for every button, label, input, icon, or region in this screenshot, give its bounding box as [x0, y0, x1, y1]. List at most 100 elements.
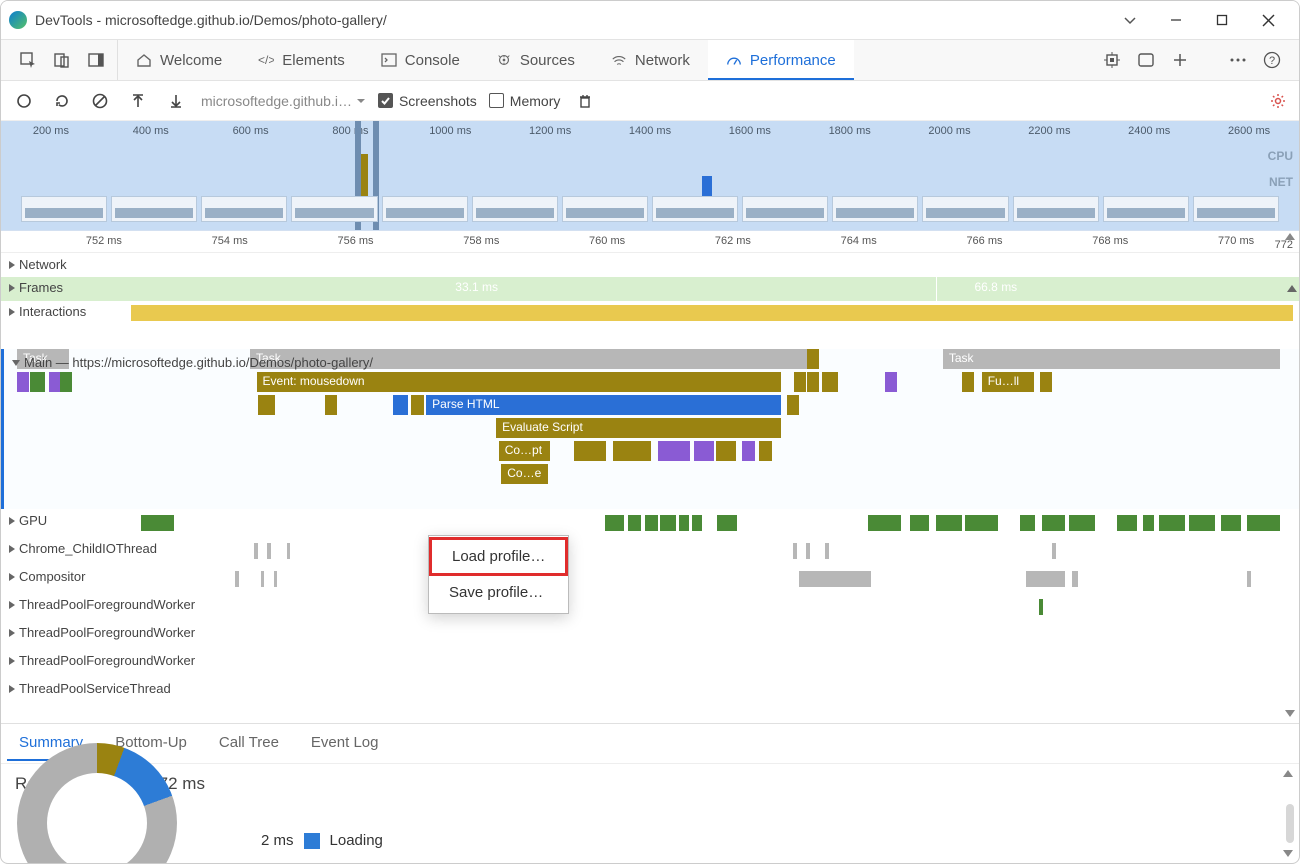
tab-elements[interactable]: </>Elements	[240, 40, 363, 80]
context-menu-item[interactable]: Save profile…	[429, 576, 568, 609]
scroll-up-icon[interactable]	[1283, 770, 1293, 777]
flame-bar[interactable]: Parse HTML	[426, 395, 781, 415]
dock-side-icon[interactable]	[81, 45, 111, 75]
bottom-tab-call-tree[interactable]: Call Tree	[207, 726, 291, 761]
flame-bar[interactable]	[759, 441, 772, 461]
scroll-up-icon[interactable]	[1285, 233, 1295, 240]
cpu-icon[interactable]	[1097, 45, 1127, 75]
tpst-track[interactable]: ThreadPoolServiceThread	[1, 677, 1299, 705]
legend-swatch	[304, 833, 320, 849]
network-track-label: Network	[19, 257, 67, 272]
flame-bar[interactable]	[393, 395, 409, 415]
tab-welcome[interactable]: Welcome	[118, 40, 240, 80]
scroll-icon[interactable]	[1287, 285, 1297, 292]
overview-thumbnail	[652, 196, 738, 222]
network-track[interactable]: Network	[1, 253, 1299, 277]
close-button[interactable]	[1245, 4, 1291, 36]
caret-icon	[9, 545, 15, 553]
ruler-tick: 768 ms	[1047, 231, 1173, 252]
interactions-track[interactable]: Interactions	[1, 301, 1299, 325]
ruler-tick: 758 ms	[418, 231, 544, 252]
clear-button[interactable]	[87, 88, 113, 114]
gpu-track[interactable]: GPU	[1, 509, 1299, 537]
overview-timeline[interactable]: 200 ms400 ms600 ms800 ms1000 ms1200 ms14…	[1, 121, 1299, 231]
screenshots-checkbox[interactable]: Screenshots	[378, 93, 477, 109]
caret-icon	[9, 685, 15, 693]
flame-bar[interactable]	[807, 349, 819, 369]
flame-bar	[660, 515, 676, 531]
recording-select[interactable]: microsoftedge.github.i…	[201, 93, 366, 109]
main-track[interactable]: Main — https://microsoftedge.github.io/D…	[1, 349, 1299, 509]
overview-tick: 200 ms	[1, 125, 101, 141]
tab-console[interactable]: Console	[363, 40, 478, 80]
flame-bar	[1221, 515, 1240, 531]
context-menu-item[interactable]: Load profile…	[429, 537, 568, 576]
flame-bar	[645, 515, 658, 531]
overview-tick: 2400 ms	[1099, 125, 1199, 141]
flame-bar[interactable]: Co…pt	[499, 441, 551, 461]
minimize-button[interactable]	[1153, 4, 1199, 36]
flame-bar[interactable]	[742, 441, 755, 461]
tab-network[interactable]: Network	[593, 40, 708, 80]
flame-bar[interactable]	[1040, 372, 1052, 392]
caret-icon	[9, 517, 15, 525]
tab-sources[interactable]: Sources	[478, 40, 593, 80]
flame-bar[interactable]	[258, 395, 275, 415]
tpfw-track-1[interactable]: ThreadPoolForegroundWorker	[1, 593, 1299, 621]
tab-performance[interactable]: Performance	[708, 40, 854, 80]
memory-checkbox[interactable]: Memory	[489, 93, 561, 109]
tpfw-track-2[interactable]: ThreadPoolForegroundWorker	[1, 621, 1299, 649]
panel-icon[interactable]	[1131, 45, 1161, 75]
flame-bar[interactable]: Fu…ll	[982, 372, 1034, 392]
flame-bar[interactable]	[574, 441, 606, 461]
frames-track[interactable]: Frames 33.1 ms66.8 ms	[1, 277, 1299, 301]
flame-bar[interactable]: Co…e	[501, 464, 548, 484]
overview-tick: 800 ms	[301, 125, 401, 141]
flame-bar[interactable]: Event: mousedown	[257, 372, 781, 392]
flame-bar[interactable]	[787, 395, 799, 415]
compositor-track[interactable]: Compositor	[1, 565, 1299, 593]
upload-button[interactable]	[125, 88, 151, 114]
help-icon[interactable]: ?	[1257, 45, 1287, 75]
flame-bar[interactable]	[60, 372, 72, 392]
flame-bar[interactable]	[694, 441, 713, 461]
scroll-down-icon[interactable]	[1285, 710, 1295, 717]
flame-bar[interactable]	[794, 372, 806, 392]
tpfw-track-3[interactable]: ThreadPoolForegroundWorker	[1, 649, 1299, 677]
chrome-io-track[interactable]: Chrome_ChildIOThread	[1, 537, 1299, 565]
inspect-element-icon[interactable]	[13, 45, 43, 75]
flame-bar[interactable]	[411, 395, 424, 415]
scrollbar[interactable]	[1286, 804, 1294, 843]
flame-bar[interactable]	[822, 372, 838, 392]
flame-bar[interactable]	[325, 395, 337, 415]
record-button[interactable]	[11, 88, 37, 114]
device-toggle-icon[interactable]	[47, 45, 77, 75]
tab-label: Sources	[520, 52, 575, 69]
trash-button[interactable]	[572, 88, 598, 114]
flame-bar[interactable]	[716, 441, 735, 461]
caret-icon	[9, 261, 15, 269]
dropdown-icon[interactable]	[1107, 4, 1153, 36]
download-button[interactable]	[163, 88, 189, 114]
flame-bar[interactable]	[807, 372, 819, 392]
flame-bar[interactable]	[17, 372, 29, 392]
reload-record-button[interactable]	[49, 88, 75, 114]
flame-bar[interactable]	[885, 372, 897, 392]
scroll-down-icon[interactable]	[1283, 850, 1293, 857]
more-icon[interactable]	[1223, 45, 1253, 75]
flame-bar[interactable]: Task	[943, 349, 1280, 369]
flame-bar[interactable]	[30, 372, 46, 392]
ruler-tick: 754 ms	[167, 231, 293, 252]
add-tab-icon[interactable]	[1165, 45, 1195, 75]
flame-bar[interactable]	[613, 441, 652, 461]
chrome-io-label: Chrome_ChildIOThread	[19, 541, 157, 556]
gpu-track-label: GPU	[19, 513, 47, 528]
maximize-button[interactable]	[1199, 4, 1245, 36]
overview-tick: 1600 ms	[700, 125, 800, 141]
overview-thumbnail	[742, 196, 828, 222]
flame-bar[interactable]	[658, 441, 690, 461]
flame-bar[interactable]: Evaluate Script	[496, 418, 781, 438]
flame-bar[interactable]	[962, 372, 974, 392]
settings-gear-icon[interactable]	[1267, 90, 1289, 112]
bottom-tab-event-log[interactable]: Event Log	[299, 726, 391, 761]
